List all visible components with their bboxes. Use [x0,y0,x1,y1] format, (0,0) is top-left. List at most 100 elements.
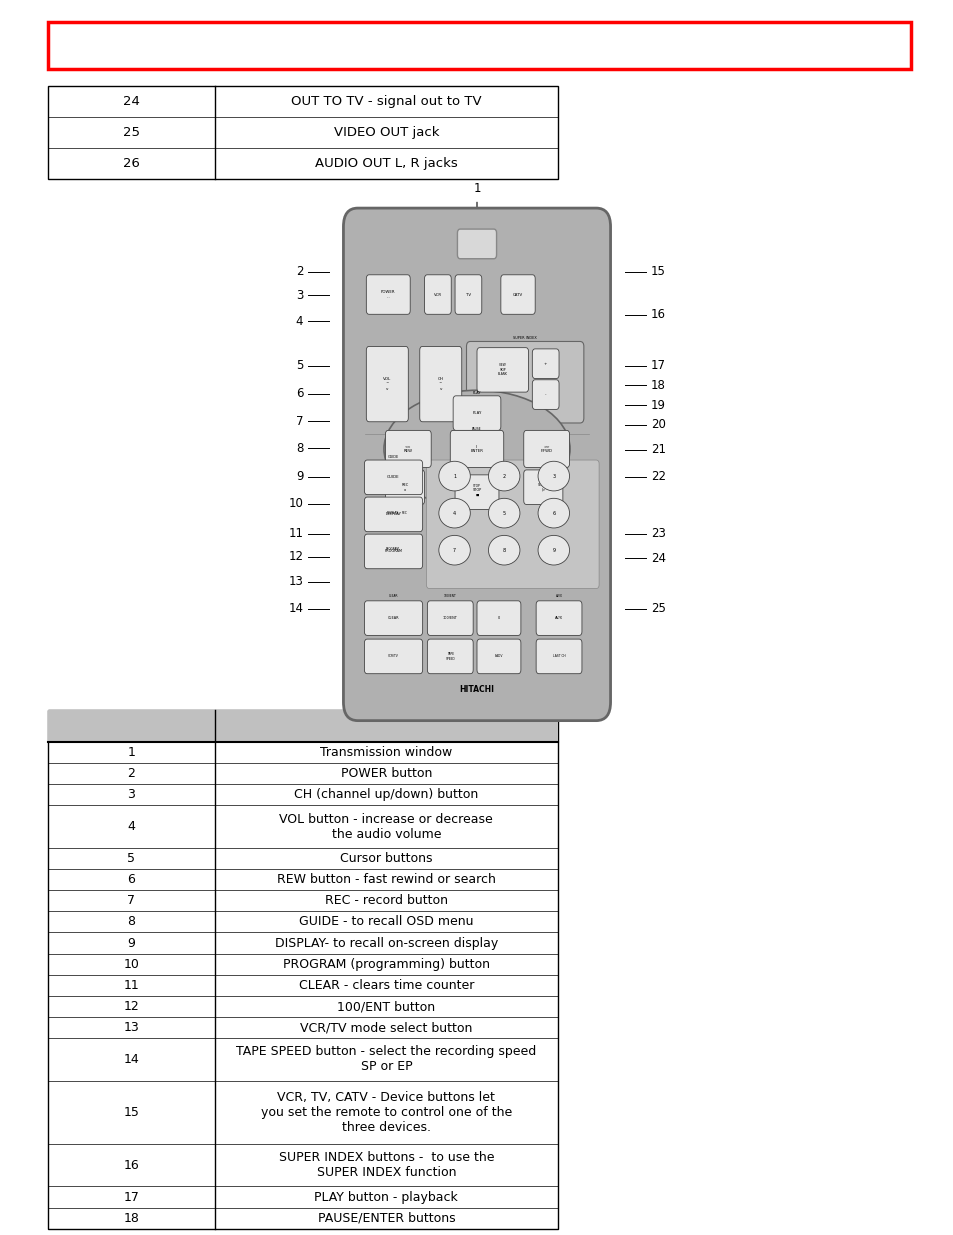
Text: VOL button - increase or decrease
the audio volume: VOL button - increase or decrease the au… [279,813,493,841]
Text: CLEAR: CLEAR [387,616,399,620]
Text: POWER: POWER [369,272,382,275]
FancyBboxPatch shape [364,461,422,495]
Text: 5: 5 [295,359,303,372]
Text: 2: 2 [127,767,135,781]
Text: 8: 8 [127,915,135,929]
FancyBboxPatch shape [500,275,535,315]
Text: PROGRAM: PROGRAM [386,547,399,551]
Text: 20: 20 [650,419,665,431]
Text: REC - record button: REC - record button [325,894,447,908]
Ellipse shape [488,499,519,529]
Ellipse shape [438,462,470,492]
Text: 26: 26 [123,157,139,170]
Text: 9: 9 [127,936,135,950]
Bar [48,710,558,742]
Text: CLEAR - clears time counter: CLEAR - clears time counter [298,979,474,992]
Text: PAUSE: PAUSE [472,427,481,431]
FancyBboxPatch shape [366,275,410,315]
Text: VCR, TV, CATV - Device buttons let
you set the remote to control one of the
thre: VCR, TV, CATV - Device buttons let you s… [260,1091,512,1134]
Text: 6: 6 [295,388,303,400]
Text: LAST CH: LAST CH [552,655,565,658]
Text: <<
REW: << REW [403,445,413,453]
Text: 1: 1 [453,473,456,479]
Text: 10: 10 [288,498,303,510]
Text: CATV: CATV [513,293,522,296]
Text: VCR/TV: VCR/TV [388,655,398,658]
Bar [48,710,558,1229]
Text: II
ENTER: II ENTER [470,445,483,453]
Text: 12: 12 [288,551,303,563]
FancyBboxPatch shape [427,601,473,636]
Text: >>
F.FWD: >> F.FWD [540,445,552,453]
Text: 24: 24 [123,95,139,109]
Text: 5: 5 [502,510,505,516]
Text: POWER button: POWER button [340,767,432,781]
FancyBboxPatch shape [424,275,451,315]
Text: -: - [544,393,546,396]
Text: 1: 1 [127,746,135,760]
Text: SLOW
|>: SLOW |> [537,483,548,492]
FancyBboxPatch shape [532,380,558,410]
Text: PLAY: PLAY [472,411,481,415]
Text: 3: 3 [552,473,555,479]
Text: 12: 12 [123,1000,139,1013]
Text: CATV: CATV [503,272,513,275]
Text: 17: 17 [650,359,665,372]
FancyBboxPatch shape [455,275,481,315]
Text: TV: TV [465,293,471,296]
FancyBboxPatch shape [455,475,498,510]
Bar [48,86,558,179]
Text: DISPLAY: DISPLAY [385,513,401,516]
FancyBboxPatch shape [385,431,431,468]
Text: 5: 5 [127,852,135,864]
FancyBboxPatch shape [523,431,569,468]
Text: REC: REC [401,511,407,515]
Text: 2: 2 [295,266,303,278]
Text: Transmission window: Transmission window [320,746,452,760]
FancyBboxPatch shape [364,498,422,532]
FancyBboxPatch shape [450,431,503,468]
Text: 4: 4 [453,510,456,516]
FancyBboxPatch shape [343,209,610,721]
Text: +: + [543,362,547,366]
Text: 19: 19 [650,399,665,411]
Text: SUPER INDEX buttons -  to use the
SUPER INDEX function: SUPER INDEX buttons - to use the SUPER I… [278,1151,494,1179]
FancyBboxPatch shape [364,535,422,568]
Ellipse shape [488,462,519,492]
Ellipse shape [438,499,470,529]
Text: PROGRAM (programming) button: PROGRAM (programming) button [283,957,489,971]
Text: PROGRAM: PROGRAM [384,550,402,553]
Text: F.ADV: F.ADV [495,655,502,658]
Text: 18: 18 [650,379,665,391]
FancyBboxPatch shape [523,471,562,505]
Text: AV/X: AV/X [555,594,562,598]
Text: GUIDE - to recall OSD menu: GUIDE - to recall OSD menu [299,915,473,929]
Text: 21: 21 [650,443,665,456]
Text: STOP
■: STOP ■ [472,488,481,496]
FancyBboxPatch shape [476,348,528,393]
Text: SUPER INDEX: SUPER INDEX [513,336,536,340]
Text: 11: 11 [288,527,303,540]
Text: 4: 4 [295,315,303,327]
Text: DISPLAY- to recall on-screen display: DISPLAY- to recall on-screen display [274,936,497,950]
Text: 14: 14 [123,1053,139,1066]
Text: OUT TO TV - signal out to TV: OUT TO TV - signal out to TV [291,95,481,109]
Text: CH
^
v: CH ^ v [437,378,443,390]
FancyBboxPatch shape [476,601,520,636]
Text: VCR: VCR [434,293,441,296]
FancyBboxPatch shape [364,601,422,636]
Text: GUIDE: GUIDE [387,475,399,479]
Text: PLAY button - playback: PLAY button - playback [314,1191,457,1204]
Text: VCR: VCR [427,272,435,275]
Text: AV/X: AV/X [555,616,562,620]
Ellipse shape [383,390,569,508]
FancyBboxPatch shape [385,471,424,505]
Text: VOL
^
v: VOL ^ v [383,378,391,390]
Text: Cursor buttons: Cursor buttons [340,852,432,864]
Text: HITACHI: HITACHI [459,685,494,694]
Ellipse shape [438,536,470,566]
Text: 9: 9 [552,547,555,553]
Text: 2: 2 [502,473,505,479]
Text: 100/ENT button: 100/ENT button [337,1000,435,1013]
FancyBboxPatch shape [427,640,473,674]
